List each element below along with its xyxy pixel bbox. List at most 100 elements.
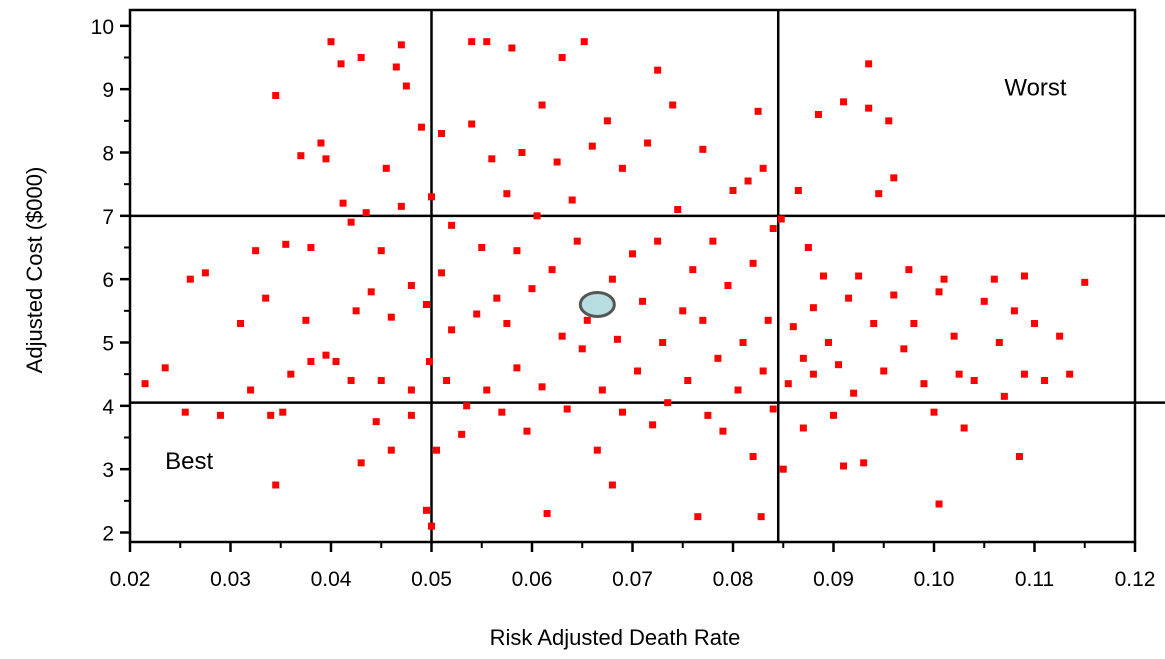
data-point [699,145,707,153]
data-points [141,38,1089,530]
data-point [824,339,832,346]
data-point [508,44,516,52]
data-point [734,386,742,394]
data-point [372,418,380,426]
y-tick-label: 6 [102,269,114,292]
data-point [885,117,893,125]
x-tick-label: 0.11 [1015,568,1054,591]
x-axis: 0.02 0.03 0.04 0.05 0.06 0.07 0.08 0.09 0.10 0.11… [110,542,1155,591]
y-tick-label: 2 [102,523,114,546]
data-point [428,522,435,530]
data-point [659,339,667,346]
data-point [367,288,375,296]
data-point [935,288,943,296]
data-point [870,320,878,327]
data-point [503,190,511,198]
data-point [995,339,1003,346]
data-point [860,459,868,467]
data-point [890,291,898,299]
data-point [387,313,395,321]
data-point [548,266,556,274]
data-point [1056,332,1064,340]
data-point [1015,453,1023,460]
data-point [468,38,476,46]
data-point [749,259,757,267]
data-point [840,462,848,470]
data-point [448,221,456,229]
data-point [433,446,441,454]
data-point [267,411,275,419]
y-tick-label: 10 [91,16,114,39]
data-point [799,354,807,362]
data-point [799,424,807,432]
data-point [739,339,747,346]
data-point [538,101,546,109]
data-point [573,237,581,245]
data-point [583,316,591,324]
data-point [357,459,365,467]
data-point [1031,320,1038,327]
data-point [237,320,245,327]
data-point [302,316,310,324]
x-tick-label: 0.08 [713,568,754,591]
data-point [980,297,988,305]
data-point [407,411,415,419]
data-point [463,402,471,410]
data-point [337,60,345,68]
data-point [352,307,360,315]
y-tick-label: 7 [102,206,114,229]
plot-frame [128,8,1137,544]
data-point [425,358,433,365]
region-label: Best [165,448,213,475]
data-point [804,244,812,251]
data-point [1010,307,1018,315]
data-point [1066,370,1074,378]
data-point [629,250,636,258]
data-point [543,510,551,517]
data-point [809,304,817,312]
data-point [317,139,325,147]
region-label: Worst [1004,75,1067,102]
x-tick-label: 0.09 [813,568,854,591]
data-point [900,345,908,353]
data-point [875,190,883,198]
y-axis: 2 3 4 5 6 7 8 9 10 [91,16,130,546]
y-tick-label: 3 [102,459,114,482]
data-point [749,453,757,460]
data-point [634,367,642,375]
data-point [488,155,496,163]
data-point [684,377,692,384]
data-point [307,358,315,365]
data-point [940,275,948,283]
data-point [910,320,918,327]
data-point [458,430,466,438]
region-labels: Worst Best [165,75,1067,476]
data-point [729,187,737,194]
data-point [865,60,873,68]
highlight-marker-group [578,291,616,318]
data-point [287,370,295,378]
data-point [639,297,647,305]
data-point [141,380,149,388]
x-tick-label: 0.10 [914,568,955,591]
data-point [608,275,616,283]
data-point [819,272,827,280]
reference-lines [130,10,1165,542]
data-point [538,383,546,391]
data-point [784,380,792,388]
data-point [181,408,189,416]
data-point [377,247,385,255]
data-point [759,367,767,375]
data-point [757,513,765,521]
data-point [327,38,335,46]
data-point [387,446,395,454]
data-point [754,107,762,115]
data-point [362,209,370,217]
data-point [794,187,802,194]
data-point [322,155,330,163]
data-point [649,421,657,429]
x-axis-title: Risk Adjusted Death Rate [490,625,741,650]
x-tick-label: 0.02 [110,568,151,591]
data-point [598,386,606,394]
data-point [483,386,491,394]
